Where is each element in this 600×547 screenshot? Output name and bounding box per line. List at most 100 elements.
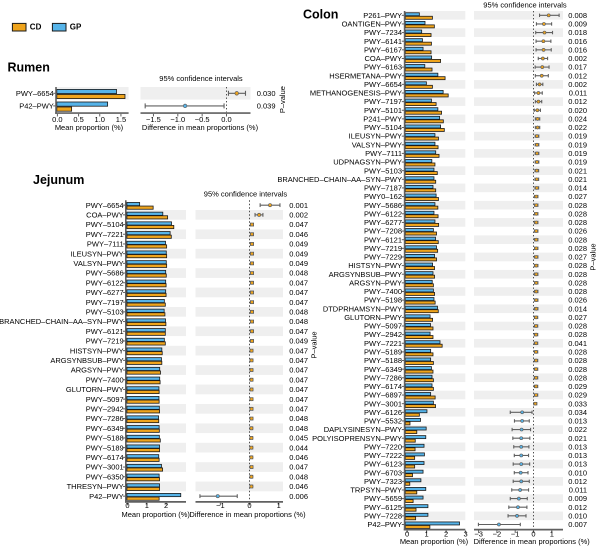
svg-text:0.028: 0.028 [568, 270, 587, 279]
svg-text:0.028: 0.028 [568, 209, 587, 218]
svg-text:0.012: 0.012 [568, 503, 587, 512]
svg-text:0.008: 0.008 [568, 11, 587, 20]
svg-text:−1: −1 [216, 501, 225, 510]
svg-text:PWY–7208: PWY–7208 [364, 227, 402, 236]
svg-text:GP: GP [70, 23, 82, 32]
svg-text:PWY–6654: PWY–6654 [16, 89, 54, 98]
svg-text:0.013: 0.013 [568, 460, 587, 469]
svg-text:Mean proportion (%): Mean proportion (%) [122, 510, 191, 519]
svg-text:0.5: 0.5 [73, 115, 83, 124]
svg-text:ILEUSYN–PWY: ILEUSYN–PWY [349, 132, 402, 141]
svg-text:0.009: 0.009 [568, 20, 587, 29]
svg-text:PWY–6122: PWY–6122 [86, 278, 124, 287]
svg-text:−1.0: −1.0 [170, 115, 185, 124]
svg-text:0.011: 0.011 [569, 486, 587, 495]
svg-text:0.041: 0.041 [568, 339, 587, 348]
svg-text:PWY–7187: PWY–7187 [364, 184, 402, 193]
svg-text:0.048: 0.048 [289, 317, 308, 326]
svg-text:0.022: 0.022 [568, 425, 587, 434]
svg-text:95% confidence intervals: 95% confidence intervals [159, 74, 243, 83]
svg-text:PWY–5659: PWY–5659 [364, 494, 402, 503]
svg-text:0.018: 0.018 [568, 28, 587, 37]
svg-text:1: 1 [277, 501, 281, 510]
svg-text:PWY–2942: PWY–2942 [364, 330, 402, 339]
svg-text:0.014: 0.014 [568, 184, 587, 193]
svg-text:PWY–6277: PWY–6277 [364, 218, 402, 227]
svg-text:0.047: 0.047 [289, 375, 308, 384]
svg-text:0.028: 0.028 [568, 373, 587, 382]
svg-text:0.047: 0.047 [289, 366, 308, 375]
svg-text:0.019: 0.019 [568, 149, 587, 158]
svg-text:PWY–6897: PWY–6897 [364, 391, 402, 400]
svg-text:PWY–7229: PWY–7229 [364, 253, 402, 262]
svg-text:0.046: 0.046 [289, 453, 308, 462]
svg-text:0.019: 0.019 [568, 140, 587, 149]
svg-text:0.030: 0.030 [257, 89, 276, 98]
svg-text:0.046: 0.046 [289, 482, 308, 491]
svg-text:0.028: 0.028 [568, 218, 587, 227]
svg-text:0.002: 0.002 [568, 80, 587, 89]
svg-text:0.020: 0.020 [568, 106, 587, 115]
svg-text:P42–PWY: P42–PWY [89, 492, 124, 501]
svg-text:VALSYN–PWY: VALSYN–PWY [352, 140, 402, 149]
svg-text:0.047: 0.047 [289, 385, 308, 394]
svg-text:0.046: 0.046 [289, 230, 308, 239]
svg-text:PWY–5101: PWY–5101 [364, 106, 402, 115]
svg-text:CD: CD [30, 23, 42, 32]
svg-text:1: 1 [145, 501, 149, 510]
svg-text:BRANCHED–CHAIN–AA–SYN–PWY: BRANCHED–CHAIN–AA–SYN–PWY [0, 317, 124, 326]
svg-text:P261–PWY: P261–PWY [363, 11, 402, 20]
svg-text:PWY–5097: PWY–5097 [86, 395, 124, 404]
svg-text:3: 3 [464, 530, 468, 539]
svg-text:95% confidence intervals: 95% confidence intervals [483, 0, 567, 9]
svg-text:ARGSYNBSUB–PWY: ARGSYNBSUB–PWY [50, 356, 123, 365]
svg-text:0.028: 0.028 [568, 322, 587, 331]
svg-text:0.013: 0.013 [568, 417, 587, 426]
svg-text:PWY–6167: PWY–6167 [364, 45, 402, 54]
svg-text:0.0: 0.0 [221, 115, 231, 124]
svg-text:PWY0–162: PWY0–162 [364, 192, 402, 201]
svg-text:0.048: 0.048 [289, 424, 308, 433]
svg-text:0.048: 0.048 [289, 269, 308, 278]
svg-text:0.028: 0.028 [568, 287, 587, 296]
svg-text:PWY–6349: PWY–6349 [86, 424, 124, 433]
svg-text:THRESYN–PWY: THRESYN–PWY [67, 482, 124, 491]
svg-text:PWY–7400: PWY–7400 [86, 375, 124, 384]
svg-text:PWY–6126: PWY–6126 [364, 408, 402, 417]
svg-text:ARGSYN–PWY: ARGSYN–PWY [71, 366, 124, 375]
svg-text:PWY–5103: PWY–5103 [86, 307, 124, 316]
svg-text:0.047: 0.047 [289, 278, 308, 287]
svg-text:0.028: 0.028 [568, 330, 587, 339]
svg-text:0.028: 0.028 [568, 347, 587, 356]
svg-text:0.028: 0.028 [568, 235, 587, 244]
svg-text:0.027: 0.027 [568, 313, 587, 322]
svg-text:0.012: 0.012 [568, 97, 587, 106]
svg-text:ARGSYN–PWY: ARGSYN–PWY [349, 278, 402, 287]
svg-text:0.028: 0.028 [568, 261, 587, 270]
svg-text:PWY–5189: PWY–5189 [364, 347, 402, 356]
svg-text:−2: −2 [493, 530, 502, 539]
svg-text:0.026: 0.026 [568, 227, 587, 236]
svg-text:TRPSYN–PWY: TRPSYN–PWY [350, 486, 402, 495]
svg-text:Mean proportion (%): Mean proportion (%) [400, 537, 469, 546]
svg-text:P–value: P–value [589, 243, 598, 270]
svg-text:0.028: 0.028 [568, 244, 587, 253]
svg-text:PWY–5532: PWY–5532 [364, 417, 402, 426]
svg-text:PWY–7197: PWY–7197 [364, 97, 402, 106]
svg-text:ARGSYNBSUB–PWY: ARGSYNBSUB–PWY [329, 270, 402, 279]
svg-text:0.017: 0.017 [568, 63, 587, 72]
svg-text:0.001: 0.001 [289, 201, 308, 210]
svg-text:−1: −1 [511, 530, 520, 539]
svg-text:95% confidence intervals: 95% confidence intervals [204, 189, 288, 198]
svg-text:0.047: 0.047 [289, 395, 308, 404]
svg-text:0.028: 0.028 [568, 365, 587, 374]
svg-text:GLUTORN–PWY: GLUTORN–PWY [344, 313, 402, 322]
svg-text:0.047: 0.047 [289, 404, 308, 413]
svg-text:PWY–5686: PWY–5686 [364, 201, 402, 210]
svg-text:0.016: 0.016 [568, 45, 587, 54]
svg-text:HISTSYN–PWY: HISTSYN–PWY [348, 261, 402, 270]
svg-text:0.021: 0.021 [568, 166, 587, 175]
svg-text:PWY–3001: PWY–3001 [86, 463, 124, 472]
svg-text:COA–PWY: COA–PWY [86, 210, 124, 219]
svg-text:P–value: P–value [278, 86, 287, 113]
